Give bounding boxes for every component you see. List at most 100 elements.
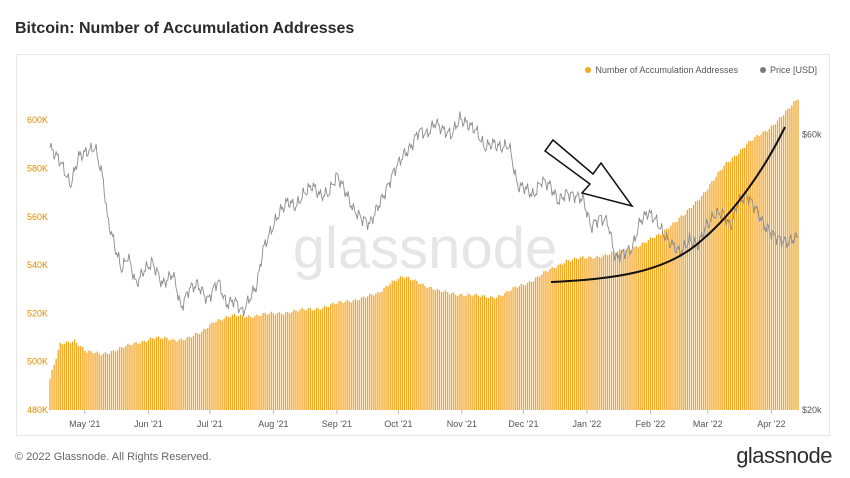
annotations [543, 126, 786, 283]
accumulation-bar [385, 285, 387, 410]
accumulation-bar [557, 264, 559, 410]
accumulation-bar [514, 286, 516, 410]
accumulation-bar [311, 310, 313, 410]
accumulation-bar [475, 293, 477, 410]
accumulation-bar [760, 134, 762, 411]
accumulation-bar [323, 305, 326, 410]
accumulation-bar [471, 296, 473, 410]
accumulation-bar [198, 334, 201, 410]
accumulation-bar [410, 279, 412, 410]
accumulation-bar [217, 319, 219, 410]
accumulation-bar [147, 339, 150, 410]
accumulation-bar [703, 192, 705, 410]
accumulation-bar [389, 283, 391, 410]
accumulation-bar [315, 308, 318, 410]
accumulation-bar [412, 280, 414, 410]
accumulation-bar [504, 293, 506, 410]
accumulation-bar [231, 314, 234, 410]
accumulation-bar [457, 295, 459, 410]
accumulation-bar [258, 316, 260, 410]
accumulation-bar [264, 312, 266, 410]
accumulation-bar [621, 250, 623, 410]
accumulation-bar [563, 263, 566, 410]
accumulation-bar [272, 313, 275, 410]
accumulation-bar [125, 345, 127, 410]
accumulation-bar [436, 288, 438, 410]
accumulation-bar [393, 280, 395, 410]
accumulation-bar [555, 267, 557, 410]
accumulation-bar [96, 351, 98, 410]
accumulation-bar [110, 350, 113, 410]
accumulation-bar [752, 140, 754, 410]
accumulation-bar [496, 297, 498, 410]
annotation-trend-curve [550, 126, 786, 283]
accumulation-bar [631, 249, 633, 410]
accumulation-bar [82, 347, 84, 410]
accumulation-bar [637, 247, 639, 410]
accumulation-bar [473, 294, 475, 410]
footer-logo[interactable]: glassnode [736, 443, 832, 468]
accumulation-bar [221, 320, 223, 410]
accumulation-bar [487, 297, 490, 410]
accumulation-bar [492, 296, 494, 410]
accumulation-bar [237, 316, 240, 410]
accumulation-bar [709, 184, 711, 410]
accumulation-bar [762, 131, 764, 410]
accumulation-bar [399, 276, 402, 410]
accumulation-bar [366, 296, 369, 410]
left-tick-label: 600K [27, 115, 48, 125]
accumulation-bar [354, 299, 356, 410]
accumulation-bar [559, 263, 561, 410]
accumulation-bar [791, 105, 793, 410]
accumulation-bar [508, 291, 510, 410]
accumulation-bar [723, 165, 725, 410]
accumulation-bar [137, 343, 139, 410]
accumulation-bar [528, 280, 531, 410]
accumulation-bar [229, 317, 231, 410]
accumulation-bar [209, 324, 211, 410]
accumulation-bar [561, 264, 563, 410]
accumulation-bar [301, 307, 303, 410]
x-tick-label: Feb '22 [636, 419, 666, 429]
x-axis: May '21 Jun '21 Jul '21 Aug '21 Sep '21 Oct '… [69, 410, 786, 429]
accumulation-bar [182, 340, 184, 410]
accumulation-bar [313, 310, 316, 410]
accumulation-bar [787, 108, 789, 411]
accumulation-bar [742, 148, 744, 410]
accumulation-bar [369, 293, 371, 410]
accumulation-bar [106, 353, 109, 410]
accumulation-bar [405, 276, 408, 410]
legend-item-accumulation[interactable]: Number of Accumulation Addresses [585, 65, 738, 75]
accumulation-bar [676, 221, 678, 410]
accumulation-bar [225, 315, 227, 410]
accumulation-bar [340, 301, 342, 410]
accumulation-bar [344, 302, 346, 410]
accumulation-bar [73, 339, 76, 410]
accumulation-bar [328, 306, 330, 410]
accumulation-bar [662, 233, 664, 410]
accumulation-bar [545, 271, 547, 410]
legend-label-accumulation: Number of Accumulation Addresses [595, 65, 738, 75]
accumulation-bar [463, 296, 465, 410]
accumulation-bar [717, 171, 719, 410]
accumulation-bar [194, 332, 197, 410]
accumulation-bar [387, 286, 389, 410]
accumulation-bar [664, 229, 666, 410]
accumulation-bar [694, 201, 697, 410]
accumulation-bar [211, 322, 213, 410]
accumulation-bar [176, 341, 178, 410]
accumulation-bar [627, 248, 629, 410]
left-axis: 480K 500K 520K 540K 560K 580K 600K [27, 115, 48, 415]
accumulation-bar [63, 343, 65, 410]
accumulation-bar [477, 295, 479, 410]
accumulation-bar [207, 328, 209, 410]
legend-item-price[interactable]: Price [USD] [759, 65, 817, 75]
accumulation-bar [526, 282, 529, 410]
accumulation-bar [780, 116, 783, 410]
accumulation-bar [297, 311, 299, 410]
accumulation-bar [166, 337, 168, 410]
accumulation-bar [416, 281, 418, 410]
accumulation-bar [213, 322, 215, 410]
accumulation-bar [481, 295, 484, 410]
accumulation-bar [155, 337, 158, 410]
